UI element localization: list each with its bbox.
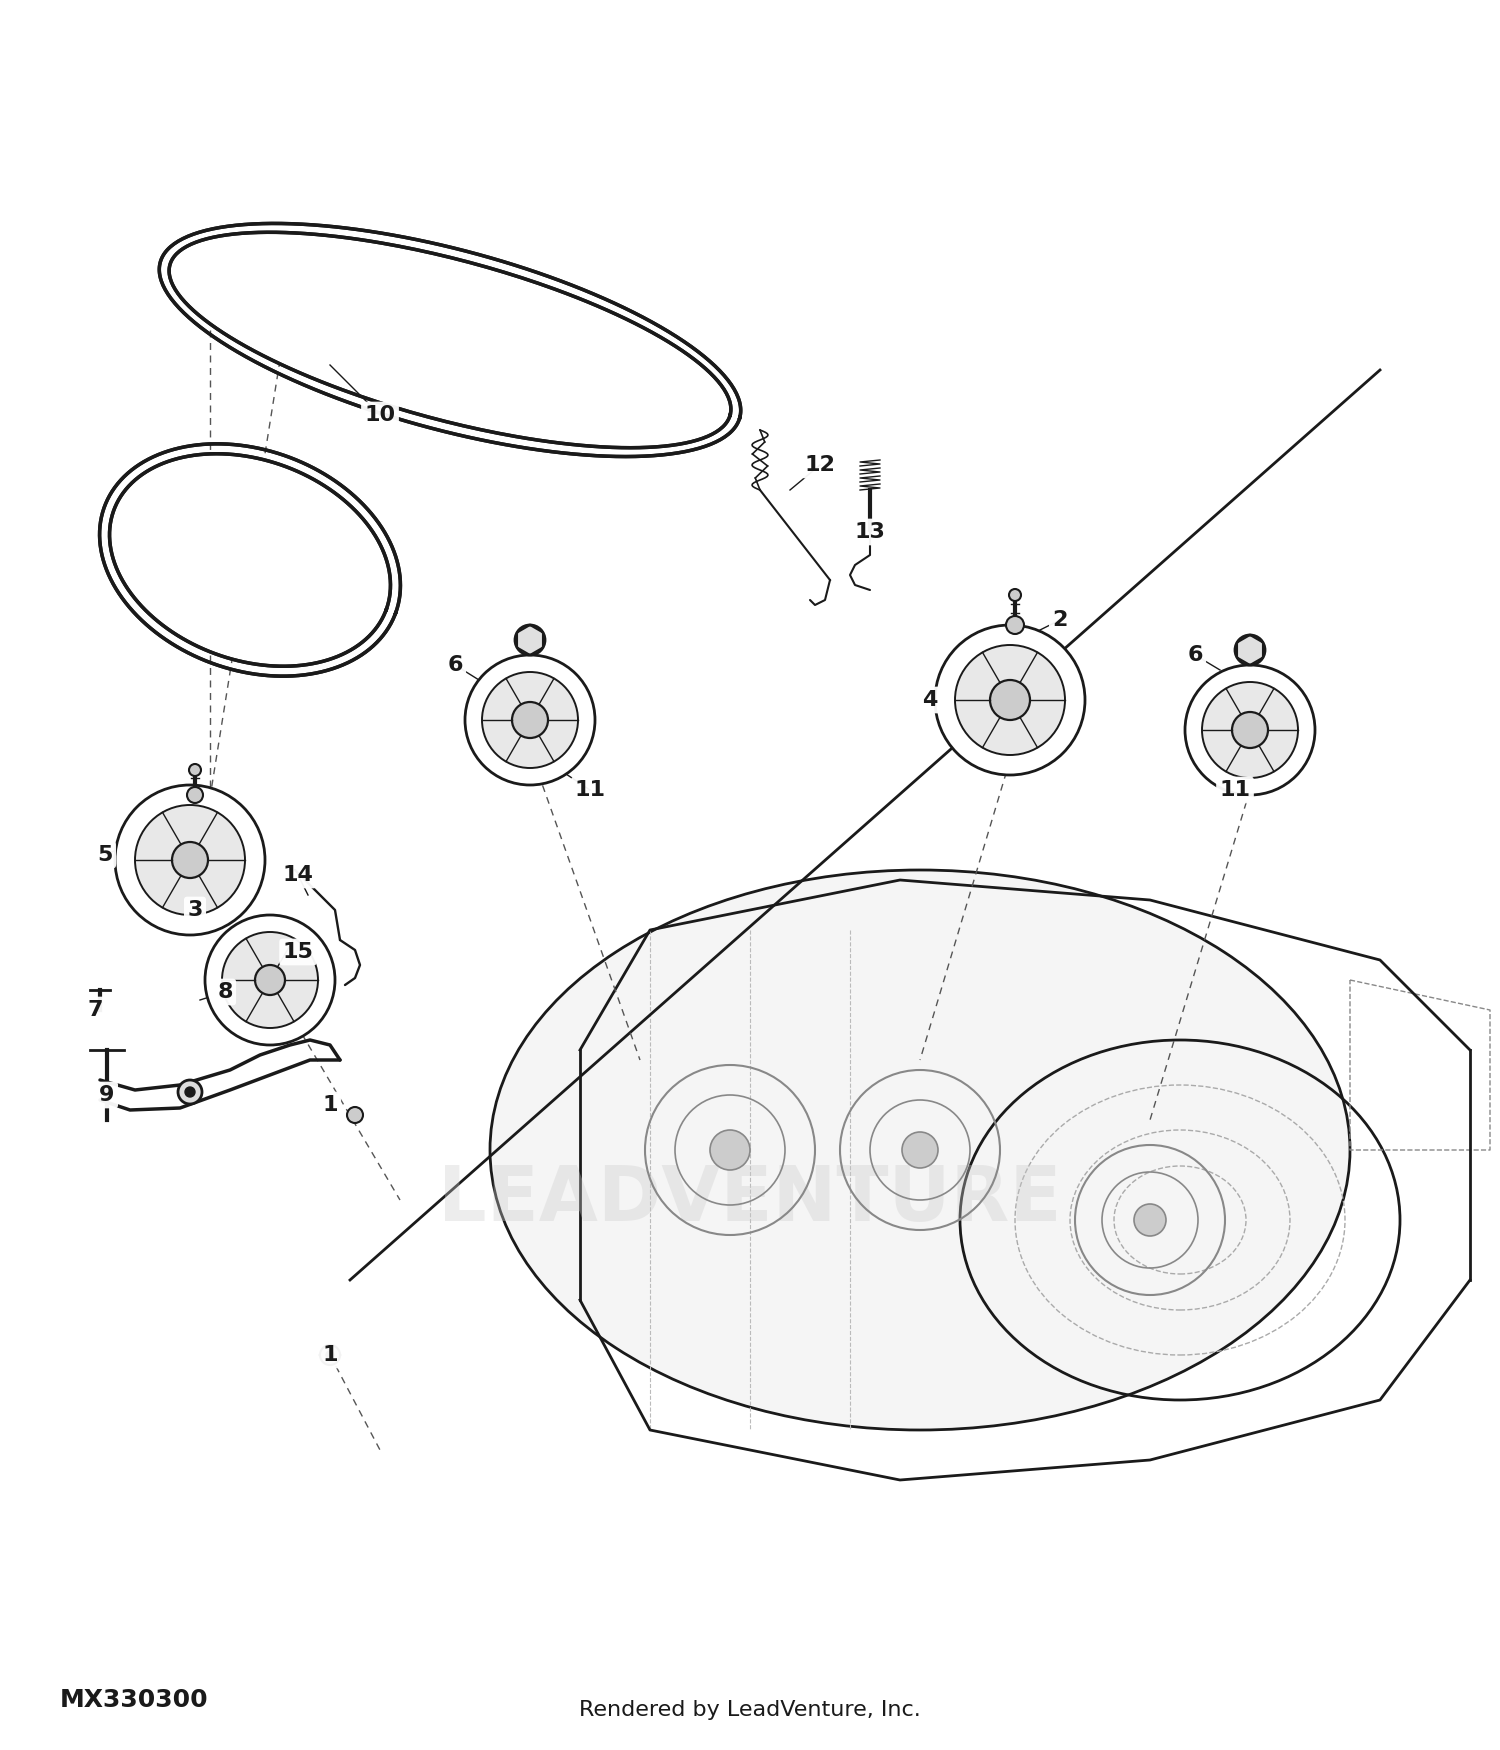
Circle shape [320, 1346, 340, 1365]
Circle shape [189, 765, 201, 775]
Text: 7: 7 [87, 999, 104, 1020]
Circle shape [206, 915, 334, 1045]
Circle shape [116, 786, 266, 934]
Text: 11: 11 [1220, 780, 1251, 800]
Circle shape [178, 1080, 203, 1104]
Circle shape [514, 625, 544, 654]
Circle shape [512, 702, 548, 738]
Circle shape [184, 1087, 195, 1097]
Circle shape [465, 654, 596, 786]
Text: 8: 8 [217, 982, 232, 1003]
Text: 6: 6 [1186, 646, 1203, 665]
Text: 11: 11 [574, 780, 606, 800]
Text: 13: 13 [855, 522, 885, 542]
Text: LEADVENTURE: LEADVENTURE [438, 1164, 1062, 1237]
Text: 3: 3 [188, 900, 202, 920]
Text: 5: 5 [98, 845, 112, 864]
Circle shape [990, 681, 1030, 719]
Circle shape [1232, 712, 1268, 747]
Ellipse shape [490, 870, 1350, 1430]
Circle shape [326, 1351, 334, 1360]
Circle shape [172, 842, 208, 878]
Polygon shape [170, 233, 730, 448]
Circle shape [482, 672, 578, 768]
Circle shape [1202, 682, 1298, 779]
Text: 10: 10 [364, 404, 396, 425]
Circle shape [1010, 590, 1022, 600]
Text: 14: 14 [282, 864, 314, 886]
Text: 15: 15 [282, 942, 314, 963]
Circle shape [902, 1132, 938, 1167]
Polygon shape [110, 453, 390, 667]
Circle shape [135, 805, 244, 915]
Text: MX330300: MX330300 [60, 1689, 208, 1712]
Circle shape [188, 788, 202, 803]
Circle shape [255, 964, 285, 996]
Circle shape [1185, 665, 1316, 794]
Text: Rendered by LeadVenture, Inc.: Rendered by LeadVenture, Inc. [579, 1699, 921, 1720]
Text: 9: 9 [99, 1085, 114, 1104]
Text: 4: 4 [922, 690, 938, 710]
Circle shape [346, 1108, 363, 1124]
Circle shape [1134, 1204, 1166, 1236]
Text: 2: 2 [1053, 611, 1068, 630]
Circle shape [934, 625, 1084, 775]
Circle shape [956, 646, 1065, 754]
Circle shape [710, 1130, 750, 1171]
Text: 1: 1 [322, 1096, 338, 1115]
Circle shape [222, 933, 318, 1027]
Circle shape [1007, 616, 1025, 634]
Circle shape [1234, 635, 1264, 665]
Text: 6: 6 [447, 654, 462, 676]
Text: 1: 1 [322, 1346, 338, 1365]
Text: 12: 12 [804, 455, 836, 474]
